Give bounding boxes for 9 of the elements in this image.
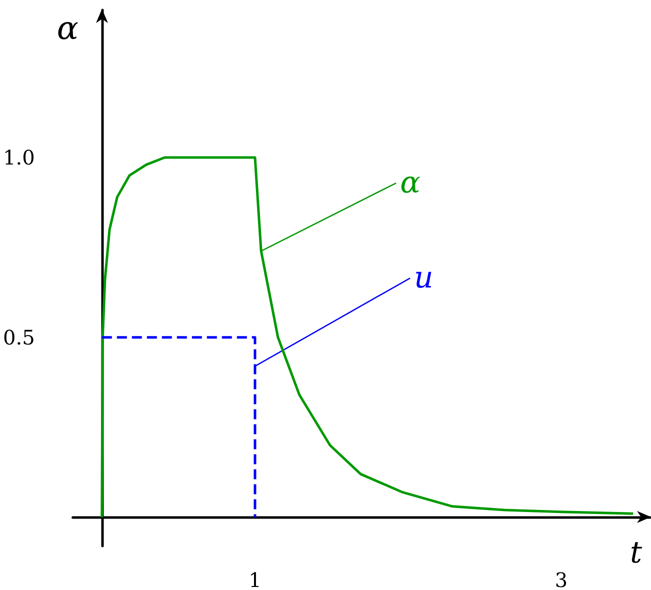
x-tick-label: 3 xyxy=(554,568,568,590)
text: u xyxy=(414,260,434,296)
line-series xyxy=(100,156,634,518)
y-axis-title: α xyxy=(56,9,79,47)
x-tick-label: 1 xyxy=(248,568,262,590)
y-tick-label: 1.0 xyxy=(2,145,35,170)
y-tick-label: 0.5 xyxy=(2,325,35,350)
text: α xyxy=(400,166,420,201)
x-axis-title: t xyxy=(630,536,643,571)
